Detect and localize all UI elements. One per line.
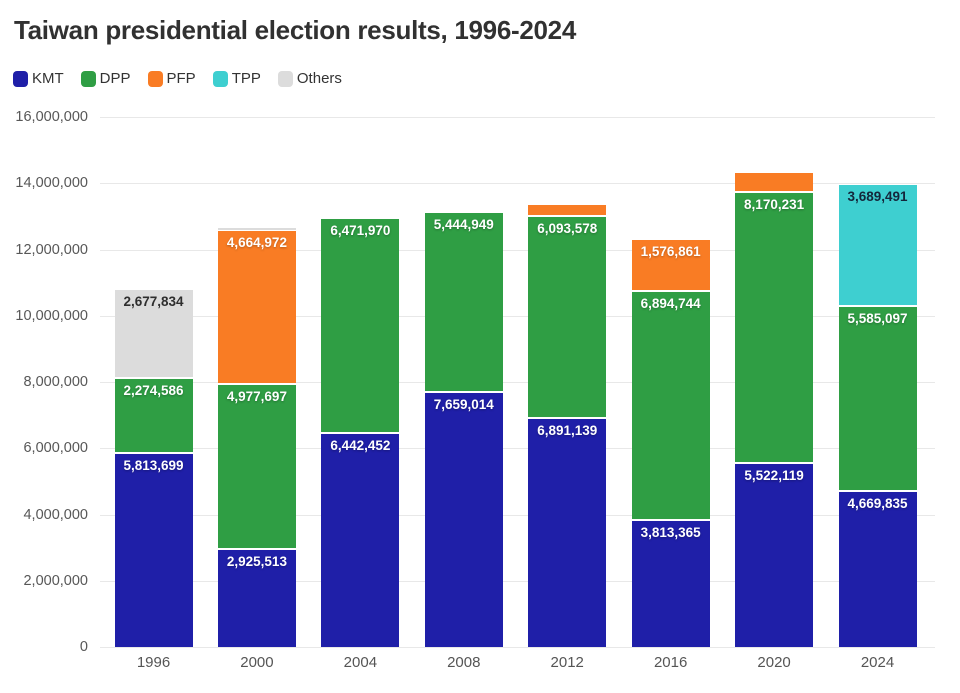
x-tick-label: 1996 [136, 654, 171, 671]
bar-2004: 6,442,452 6,471,970 [321, 219, 400, 647]
y-tick-label: 8,000,000 [23, 374, 88, 390]
gridline [100, 249, 935, 251]
legend-item-kmt: KMT [13, 70, 64, 87]
gridline [100, 183, 935, 185]
bar-value-label: 6,471,970 [330, 223, 391, 239]
tpp-swatch-icon [212, 70, 228, 87]
plot-area: 5,813,699 2,274,586 2,677,834 2,925,513 4,97… [100, 117, 935, 648]
dpp-swatch-icon [80, 70, 96, 87]
pfp-swatch-icon [147, 70, 163, 87]
kmt-segment: 7,659,014 [424, 393, 503, 647]
legend-item-others: Others [277, 70, 342, 87]
gridline [100, 382, 935, 383]
kmt-segment: 6,891,139 [528, 418, 607, 647]
pfp-segment [528, 204, 607, 217]
gridline [100, 580, 935, 582]
legend-label: Others [296, 70, 342, 87]
bar-value-label: 6,093,578 [537, 220, 598, 236]
others-segment [217, 227, 296, 231]
kmt-swatch-icon [13, 70, 28, 87]
dpp-segment: 6,894,744 [631, 292, 710, 521]
x-tick-label: 2004 [343, 654, 378, 671]
gridline [100, 448, 935, 450]
x-tick-label: 2008 [447, 654, 481, 671]
y-axis: 16,000,000 14,000,000 12,000,000 10,000,000… [0, 109, 88, 655]
legend-item-dpp: DPP [80, 70, 131, 87]
gridline [100, 647, 935, 648]
bar-value-label: 8,170,231 [744, 197, 805, 213]
x-tick-label: 2000 [240, 654, 274, 671]
y-tick-label: 2,000,000 [23, 572, 88, 589]
y-tick-label: 12,000,000 [15, 241, 88, 258]
dpp-segment: 5,585,097 [838, 307, 917, 493]
legend: KMT DPP PFP TPP Others [13, 70, 342, 87]
dpp-segment: 4,977,697 [217, 385, 296, 551]
legend-label: DPP [99, 70, 131, 87]
x-tick-label: 2016 [653, 654, 688, 671]
bar-1996: 5,813,699 2,274,586 2,677,834 [114, 290, 193, 647]
bar-value-label: 1,576,861 [640, 244, 701, 260]
bar-value-label: 2,274,586 [123, 383, 184, 399]
pfp-segment: 4,664,972 [217, 230, 296, 386]
dpp-segment: 8,170,231 [735, 193, 814, 465]
gridline [100, 514, 935, 516]
pfp-segment [735, 173, 814, 194]
legend-label: KMT [32, 70, 64, 87]
x-tick-label: 2024 [860, 654, 895, 671]
bar-value-label: 5,522,119 [744, 468, 804, 484]
legend-label: TPP [231, 70, 261, 87]
bar-2024: 4,669,835 5,585,097 3,689,491 [838, 185, 917, 647]
dpp-segment: 5,444,949 [424, 212, 503, 394]
y-tick-label: 16,000,000 [15, 109, 88, 125]
bar-value-label: 2,925,513 [226, 554, 287, 570]
dpp-segment: 6,093,578 [528, 216, 607, 419]
kmt-segment: 6,442,452 [321, 433, 400, 647]
x-axis: 1996 2000 2004 2008 2012 2016 2020 2024 [100, 654, 935, 680]
bar-2000: 2,925,513 4,977,697 4,664,972 [217, 227, 296, 647]
bar-value-label: 5,813,699 [123, 458, 184, 474]
y-tick-label: 10,000,000 [15, 307, 88, 324]
pfp-segment: 1,576,861 [631, 240, 710, 293]
bar-2020: 5,522,119 8,170,231 [735, 173, 814, 647]
gridline [100, 315, 935, 317]
bar-value-label: 4,664,972 [226, 234, 287, 250]
legend-item-tpp: TPP [212, 70, 261, 87]
dpp-segment: 6,471,970 [321, 219, 400, 434]
kmt-segment: 4,669,835 [838, 492, 917, 647]
bar-value-label: 3,813,365 [640, 524, 701, 540]
kmt-segment: 2,925,513 [217, 550, 296, 647]
kmt-segment: 3,813,365 [631, 520, 710, 647]
bar-value-label: 3,689,491 [847, 189, 908, 205]
bar-value-label: 5,444,949 [433, 216, 494, 232]
bar-value-label: 4,669,835 [847, 496, 908, 512]
bar-2012: 6,891,139 6,093,578 [528, 204, 607, 647]
bar-value-label: 4,977,697 [226, 389, 287, 405]
y-tick-label: 14,000,000 [15, 175, 88, 192]
bar-2016: 3,813,365 6,894,744 1,576,861 [631, 240, 710, 647]
y-tick-label: 4,000,000 [23, 506, 88, 523]
bar-value-label: 6,891,139 [537, 422, 598, 438]
tpp-segment: 3,689,491 [838, 185, 917, 308]
bar-value-label: 2,677,834 [123, 294, 184, 310]
bar-value-label: 7,659,014 [433, 397, 494, 413]
chart-title: Taiwan presidential election results, 19… [14, 15, 577, 45]
bar-value-label: 5,585,097 [847, 311, 908, 327]
y-tick-label: 6,000,000 [23, 440, 88, 457]
x-tick-label: 2020 [757, 654, 791, 671]
kmt-segment: 5,522,119 [735, 464, 814, 647]
gridline [100, 117, 935, 118]
bar-value-label: 6,894,744 [640, 296, 701, 312]
others-swatch-icon [277, 70, 293, 87]
bar-value-label: 6,442,452 [330, 437, 391, 453]
dpp-segment: 2,274,586 [114, 379, 193, 455]
x-tick-label: 2012 [550, 654, 584, 671]
y-tick-label: 0 [79, 639, 88, 655]
bar-2008: 7,659,014 5,444,949 [424, 212, 503, 647]
legend-label: PFP [166, 70, 196, 87]
legend-item-pfp: PFP [147, 70, 196, 87]
others-segment: 2,677,834 [114, 290, 193, 380]
kmt-segment: 5,813,699 [114, 454, 193, 647]
